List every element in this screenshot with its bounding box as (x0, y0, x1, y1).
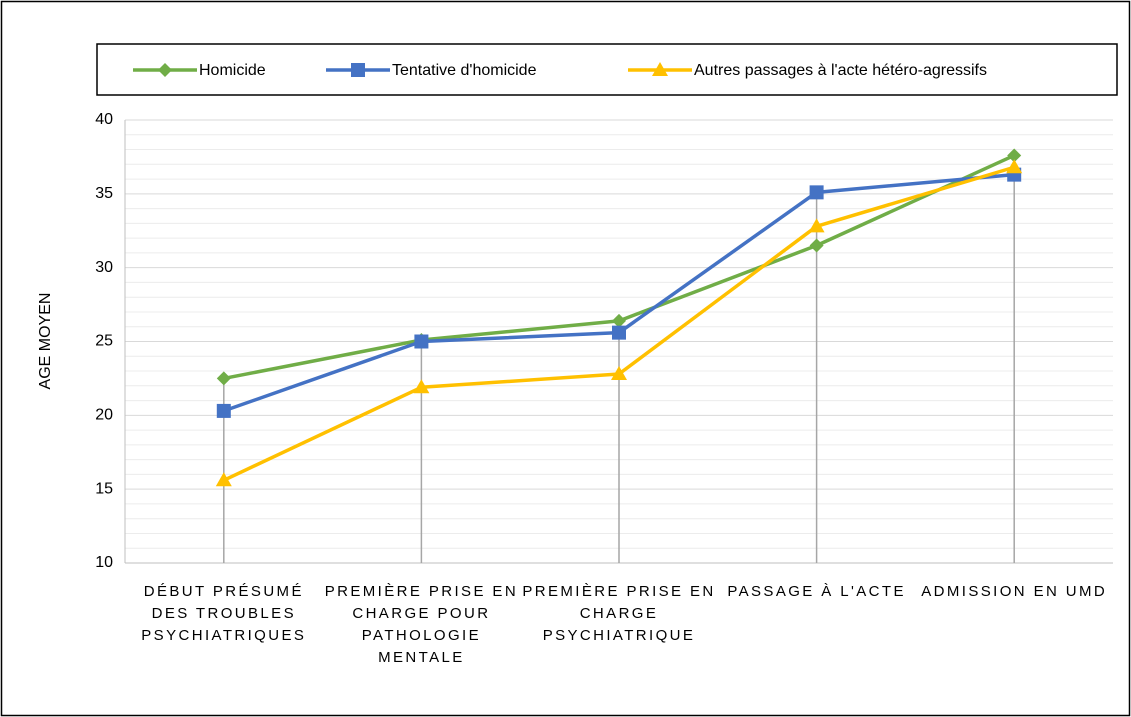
marker (809, 185, 824, 200)
marker (216, 403, 231, 418)
legend-label: Homicide (199, 62, 266, 79)
marker (215, 472, 232, 487)
marker (413, 379, 430, 394)
x-tick-label: PASSAGE À L'ACTE (727, 583, 906, 600)
y-tick-label: 30 (95, 259, 113, 276)
y-tick-label: 40 (95, 111, 113, 128)
marker (1006, 159, 1023, 174)
legend-label: Tentative d'homicide (392, 62, 537, 79)
legend-label: Autres passages à l'acte hétéro-agressif… (694, 62, 987, 79)
legend-box (96, 43, 1118, 96)
x-tick-label: DÉBUT PRÉSUMÉ DES TROUBLES PSYCHIATRIQUE… (141, 583, 307, 644)
marker (808, 218, 825, 233)
marker (611, 365, 627, 380)
marker (414, 334, 429, 349)
marker (351, 63, 365, 77)
marker (158, 63, 172, 77)
marker (1007, 148, 1022, 163)
marker (612, 313, 626, 328)
x-tick-label: PREMIÈRE PRISE EN CHARGE PSYCHIATRIQUE (522, 583, 716, 644)
y-axis-label: AGE MOYEN (37, 293, 54, 390)
marker (216, 371, 231, 386)
y-tick-label: 35 (95, 185, 113, 202)
x-tick-label: PREMIÈRE PRISE EN CHARGE POUR PATHOLOGIE… (324, 583, 519, 666)
x-tick-label: ADMISSION EN UMD (921, 583, 1108, 600)
y-tick-label: 15 (95, 480, 113, 497)
y-tick-label: 25 (95, 333, 113, 350)
marker (809, 238, 824, 253)
marker (652, 62, 668, 76)
marker (612, 325, 626, 340)
y-tick-label: 20 (95, 407, 113, 424)
y-tick-label: 10 (95, 554, 113, 571)
